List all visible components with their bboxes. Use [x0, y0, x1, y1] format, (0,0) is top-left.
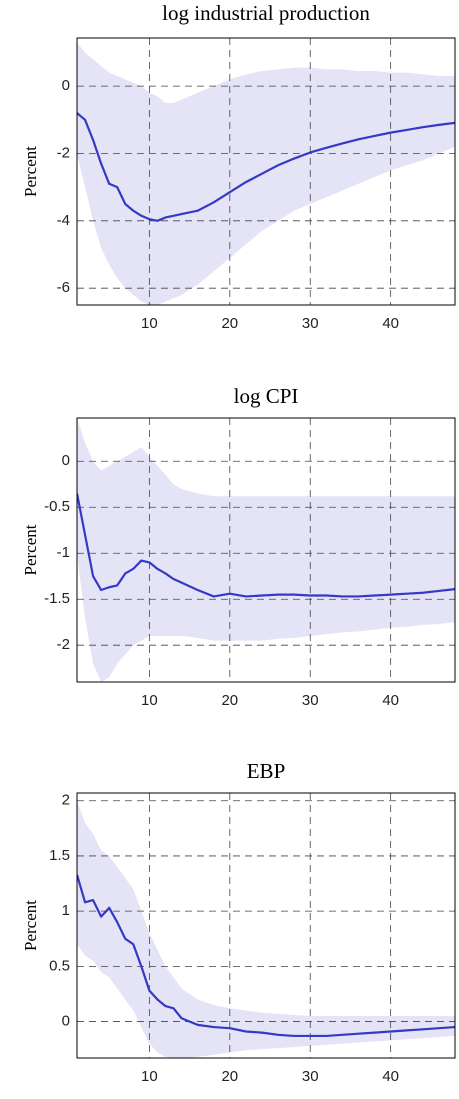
y-tick-label: -0.5: [44, 498, 70, 515]
y-tick-label: -1: [57, 544, 70, 561]
y-tick-label: -4: [57, 212, 70, 229]
y-tick-label: 0: [62, 452, 70, 469]
plot-frame: [76, 37, 456, 306]
y-tick-label: -6: [57, 279, 70, 296]
plot-area: [77, 418, 455, 682]
chart-title: log CPI: [234, 384, 299, 408]
confidence-band: [77, 418, 455, 682]
y-tick-label: 1: [62, 902, 70, 919]
x-tick-label: 20: [221, 315, 238, 332]
confidence-band: [77, 800, 455, 1058]
panel: log CPI Percent 10 20 30 40 -2 -1.5 -1 -0.5 0: [21, 384, 456, 709]
x-tick-label: 10: [141, 692, 158, 709]
panel: log industrial production Percent 10 20 30 40…: [21, 1, 456, 332]
y-tick-label: 0.5: [49, 957, 70, 974]
x-tick-label: 20: [221, 692, 238, 709]
plot-frame: [76, 417, 456, 683]
x-tick-label: 30: [302, 1068, 319, 1085]
y-axis-label: Percent: [21, 900, 40, 951]
x-tick-label: 30: [302, 315, 319, 332]
plot-frame: [76, 792, 456, 1059]
y-tick-label: 0: [62, 77, 70, 94]
y-tick-label: 0: [62, 1013, 70, 1030]
chart-title: EBP: [247, 759, 286, 783]
y-axis-label: Percent: [21, 524, 40, 575]
plot-area: [77, 38, 455, 305]
x-tick-label: 10: [141, 1068, 158, 1085]
y-tick-label: 1.5: [49, 847, 70, 864]
x-tick-label: 30: [302, 692, 319, 709]
y-tick-label: 2: [62, 792, 70, 809]
y-tick-label: -1.5: [44, 590, 70, 607]
y-axis-label: Percent: [21, 146, 40, 197]
panel: EBP Percent 10 20 30 40 0 0.5 1 1.5 2: [21, 759, 456, 1085]
x-tick-label: 40: [382, 692, 399, 709]
confidence-band: [77, 42, 455, 305]
chart-title: log industrial production: [162, 1, 370, 25]
y-tick-label: -2: [57, 144, 70, 161]
line: [77, 874, 455, 1038]
x-tick-label: 20: [221, 1068, 238, 1085]
x-tick-label: 40: [382, 1068, 399, 1085]
plot-area: [77, 793, 455, 1058]
line: [77, 493, 455, 598]
x-tick-label: 10: [141, 315, 158, 332]
y-tick-label: -2: [57, 636, 70, 653]
line: [77, 112, 455, 222]
x-tick-label: 40: [382, 315, 399, 332]
